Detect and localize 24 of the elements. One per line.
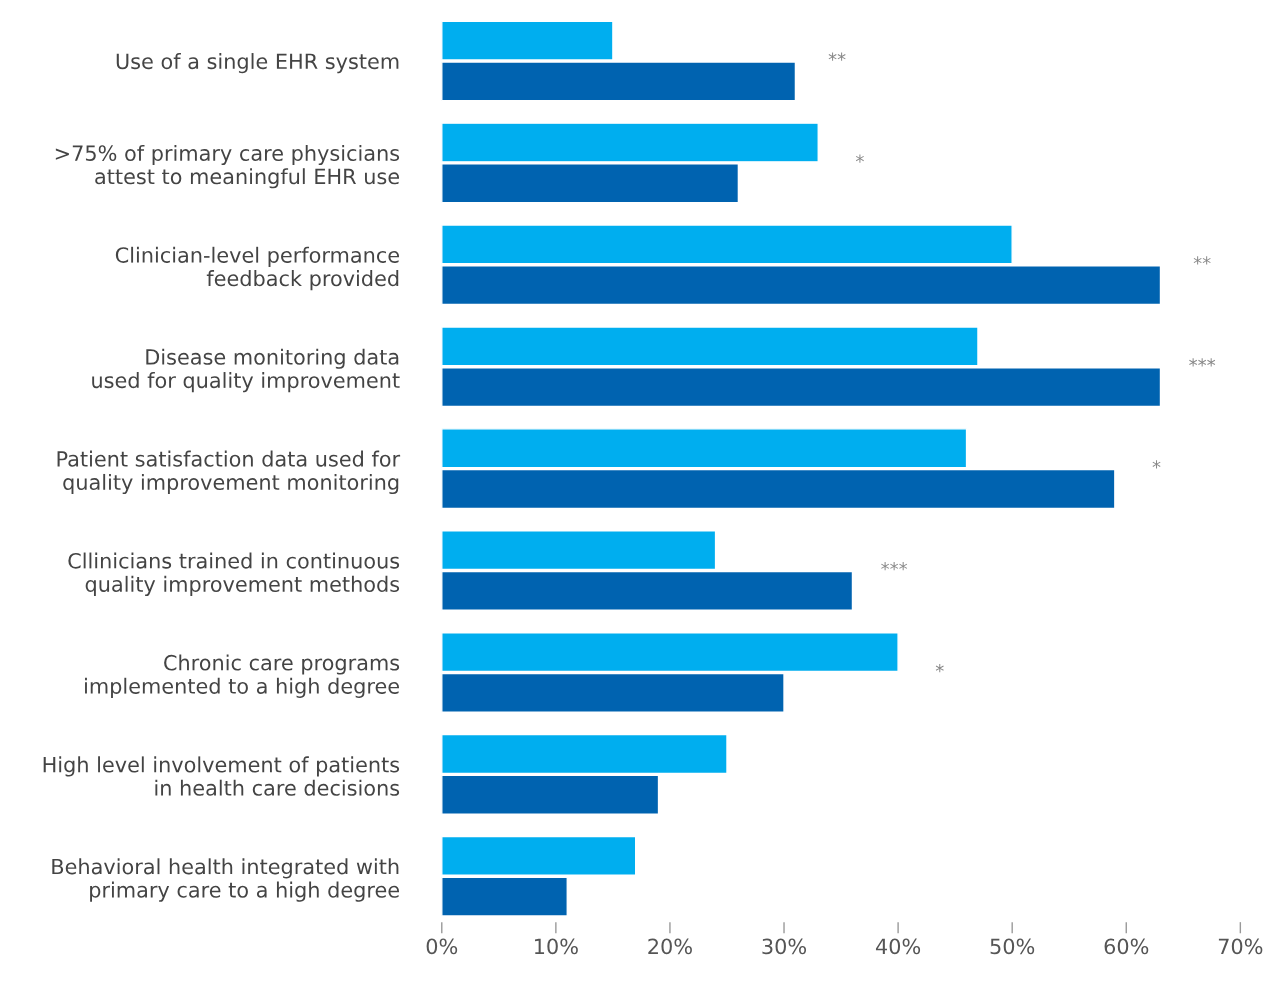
annotation: *** (1189, 358, 1216, 367)
y-tick-label: Clinician-level performance feedback provided (115, 246, 400, 291)
annotation: *** (881, 562, 908, 571)
x-tick-label: 40% (875, 938, 921, 955)
x-tick-label: 20% (648, 938, 692, 955)
y-tick-label: High level involvement of patients in health care decisions (43, 756, 400, 796)
annotation: * (935, 664, 944, 673)
y-tick-label: Disease monitoring data used for quality improvement (92, 348, 400, 393)
y-tick-label: >75% of primary care physicians attest to meaningful EHR use (55, 144, 400, 189)
x-tick-label: 50% (990, 938, 1035, 955)
annotation: * (1152, 460, 1161, 469)
y-tick-label: Patient satisfaction data used for quality improvement monitoring (57, 450, 401, 495)
x-tick-label: 70% (1218, 938, 1263, 955)
annotation: * (855, 154, 864, 163)
y-tick-label: Cllinicians trained in continuous quality improvement methods (68, 552, 400, 597)
annotation: ** (828, 52, 846, 61)
annotation: ** (1193, 256, 1211, 265)
x-tick-label: 0% (426, 938, 458, 955)
y-tick-label: Use of a single EHR system (116, 53, 399, 74)
x-tick-label: 30% (762, 938, 807, 955)
y-tick-label: Behavioral health integrated with primary care to a high degree (52, 858, 400, 902)
x-tick-label: 10% (535, 938, 578, 955)
y-tick-label: Chronic care programs implemented to a high degree (85, 654, 400, 698)
x-tick-label: 60% (1104, 938, 1149, 955)
